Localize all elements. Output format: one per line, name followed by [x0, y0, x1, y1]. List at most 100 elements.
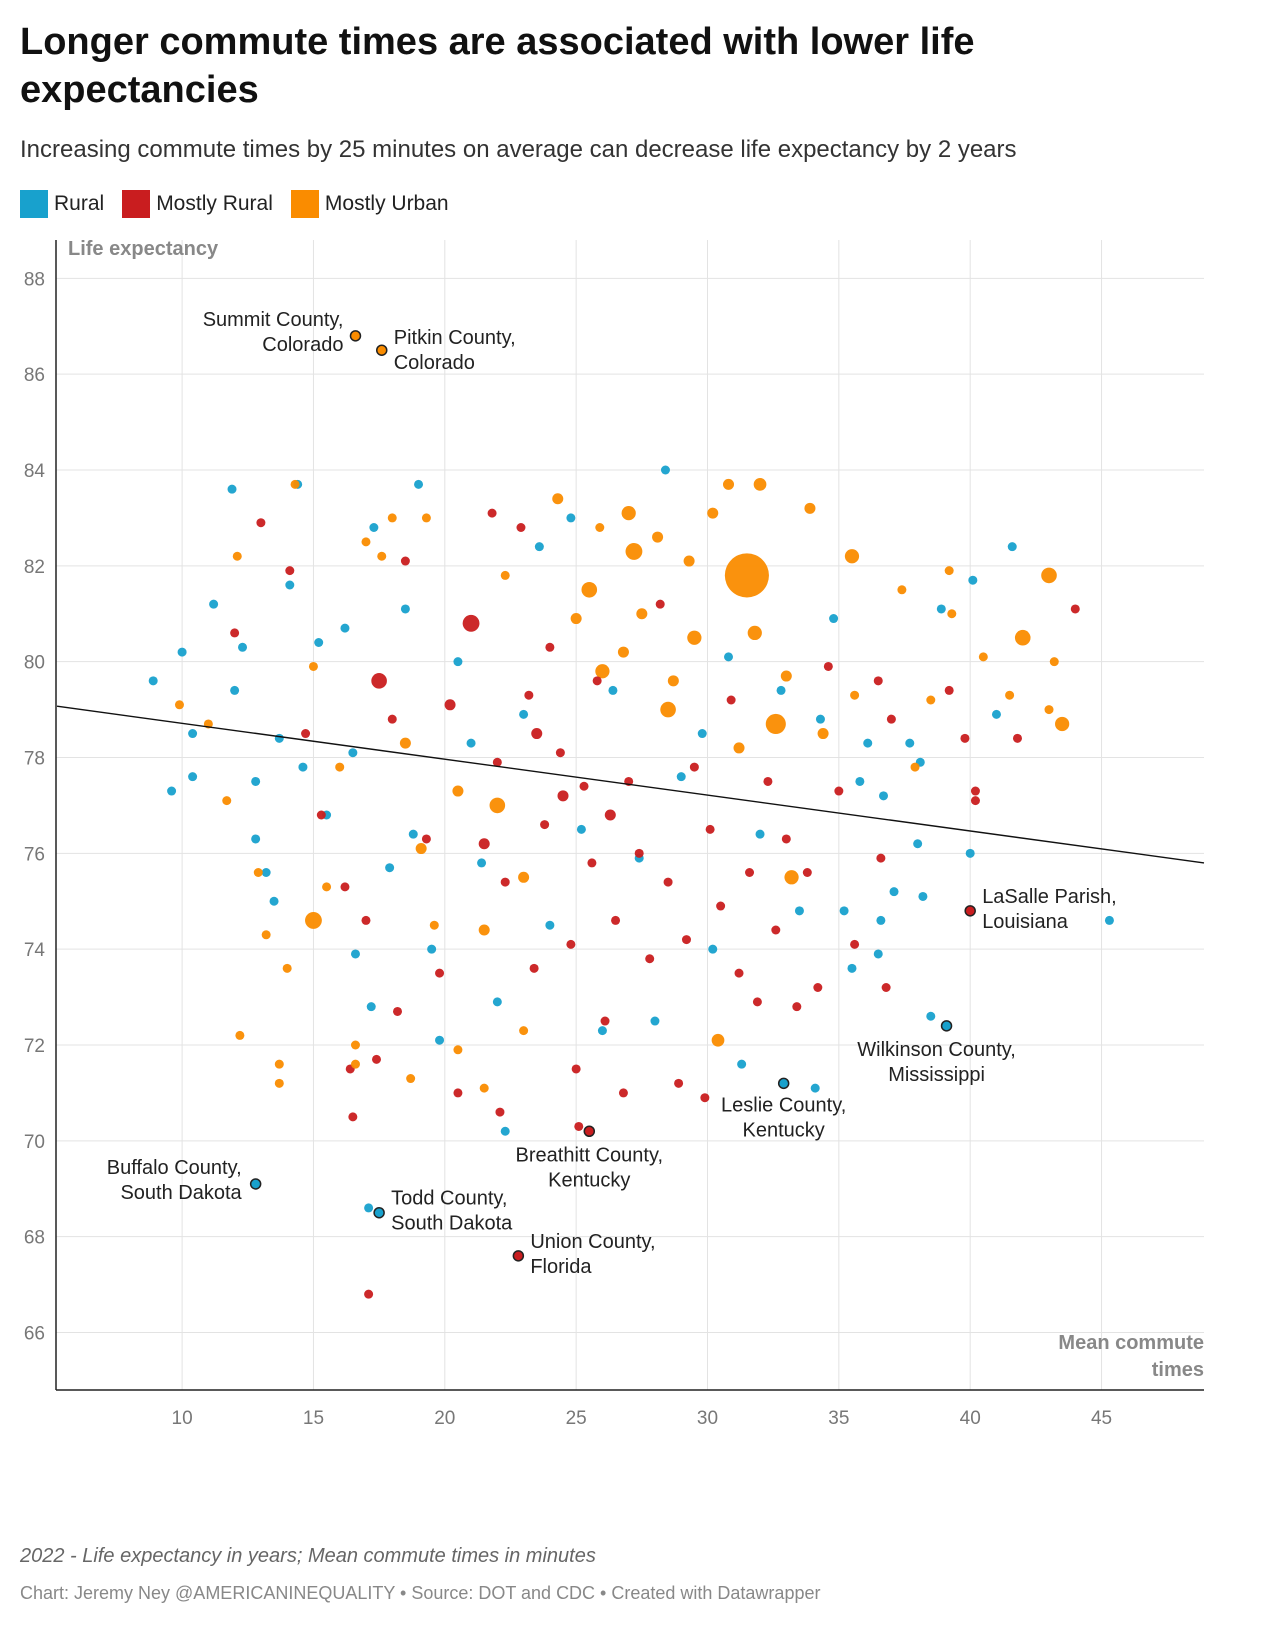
data-point	[518, 871, 530, 883]
data-point	[636, 608, 648, 620]
data-point	[667, 675, 679, 687]
data-point	[516, 523, 526, 532]
data-point	[478, 838, 490, 850]
data-point	[850, 690, 860, 700]
data-point	[285, 566, 295, 576]
data-point	[421, 513, 431, 523]
county-label: Buffalo County, South Dakota	[107, 1157, 243, 1204]
highlighted-point	[373, 1206, 385, 1219]
data-point	[863, 738, 873, 748]
data-point	[681, 935, 691, 945]
data-point	[435, 1035, 445, 1045]
data-point	[174, 700, 184, 710]
data-point	[926, 1011, 936, 1021]
y-axis-title: Life expectancy	[68, 238, 219, 260]
data-point	[453, 657, 463, 667]
data-point	[734, 968, 744, 978]
data-point	[707, 507, 719, 519]
county-label: Leslie County, Kentucky	[721, 1094, 846, 1141]
y-tick-label: 84	[24, 461, 46, 482]
data-point	[968, 575, 978, 585]
data-point	[780, 670, 792, 682]
data-point	[970, 796, 980, 806]
data-point	[348, 1112, 358, 1122]
data-point	[897, 585, 907, 595]
data-point	[477, 858, 487, 868]
data-point	[752, 997, 762, 1007]
highlighted-point	[375, 344, 388, 356]
data-point	[479, 1083, 489, 1093]
data-point	[794, 906, 804, 916]
data-point	[765, 713, 786, 735]
y-tick-label: 88	[24, 269, 45, 290]
data-point	[492, 757, 502, 767]
data-point	[1007, 542, 1017, 552]
data-point	[371, 1054, 381, 1064]
legend-item-mostly-rural: Mostly Rural	[122, 190, 273, 218]
data-point	[400, 604, 410, 614]
data-point	[711, 1033, 725, 1047]
data-point	[348, 748, 358, 758]
data-point	[663, 877, 673, 887]
highlighted-point	[583, 1125, 596, 1137]
data-point	[453, 1088, 463, 1098]
data-point	[444, 699, 456, 711]
data-point	[1055, 716, 1070, 732]
x-tick-label: 10	[172, 1408, 193, 1429]
data-point	[804, 502, 816, 514]
data-point	[298, 762, 308, 772]
data-point	[873, 676, 883, 686]
data-point	[855, 776, 865, 786]
data-point	[364, 1289, 374, 1299]
highlighted-point	[940, 1020, 953, 1032]
data-point	[847, 963, 857, 973]
data-point	[1104, 915, 1114, 925]
data-point	[776, 685, 786, 695]
data-point	[600, 1016, 610, 1026]
data-point	[261, 868, 271, 877]
data-point	[301, 729, 311, 739]
data-point	[574, 1121, 584, 1131]
x-tick-label: 40	[960, 1408, 981, 1429]
data-point	[489, 797, 506, 814]
data-point	[781, 834, 791, 844]
data-point	[369, 523, 379, 532]
legend-label: Mostly Rural	[156, 192, 273, 215]
legend-swatch-mostly-urban	[290, 190, 319, 218]
data-point	[350, 1059, 360, 1069]
data-point	[771, 925, 781, 935]
data-point	[545, 920, 555, 930]
data-point	[274, 733, 284, 743]
legend-item-mostly-urban: Mostly Urban	[290, 190, 449, 218]
data-point	[429, 920, 439, 930]
highlighted-point	[964, 905, 976, 917]
data-point	[230, 628, 240, 638]
data-point	[724, 652, 734, 662]
data-point	[566, 939, 576, 949]
data-point	[361, 915, 371, 925]
data-point	[918, 891, 928, 901]
data-point	[531, 728, 543, 740]
data-point	[595, 664, 610, 679]
data-point	[944, 685, 954, 695]
data-point	[421, 834, 431, 844]
data-point	[936, 604, 946, 614]
data-point	[495, 1107, 505, 1117]
data-point	[650, 1016, 660, 1026]
data-point	[399, 737, 411, 749]
data-point	[400, 556, 410, 566]
data-point	[978, 652, 988, 662]
data-point	[274, 1059, 284, 1069]
data-point	[708, 944, 718, 954]
y-tick-label: 78	[24, 749, 45, 770]
data-point	[700, 1093, 710, 1103]
data-point	[944, 566, 954, 576]
data-point	[611, 915, 621, 925]
data-point	[784, 870, 799, 885]
footer-credit: Chart: Jeremy Ney @AMERICANINEQUALITY • …	[20, 1583, 821, 1603]
data-point	[674, 1078, 684, 1088]
trend-line	[56, 705, 1205, 864]
data-point	[377, 551, 387, 561]
data-point	[335, 762, 345, 772]
